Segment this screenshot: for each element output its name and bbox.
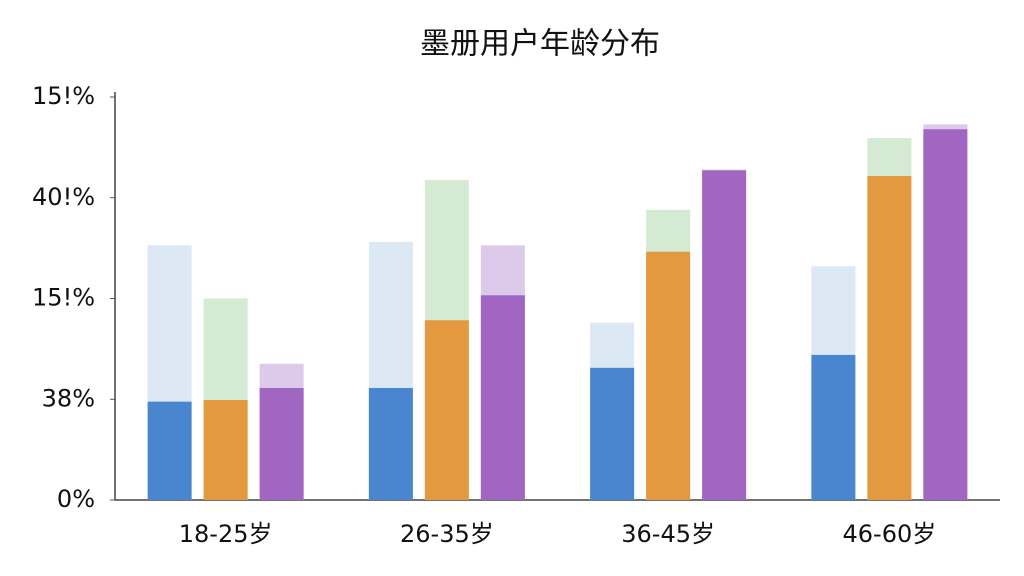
bar	[590, 367, 635, 500]
bar	[259, 387, 304, 500]
bar	[923, 129, 968, 501]
y-tick-label: 15!%	[32, 82, 95, 110]
bar	[811, 354, 856, 500]
bar	[646, 251, 691, 500]
x-tick-label: 46-60岁	[843, 520, 937, 548]
x-tick-label: 18-25岁	[179, 520, 273, 548]
y-tick-label: 15!%	[32, 284, 95, 312]
bar	[424, 320, 469, 500]
bar	[203, 400, 248, 500]
x-tick-label: 26-35岁	[400, 520, 494, 548]
bar	[480, 295, 525, 500]
y-tick-label: 0%	[57, 485, 95, 513]
y-tick-label: 40!%	[32, 183, 95, 211]
bar	[147, 401, 192, 500]
bar	[867, 175, 912, 500]
bar	[368, 387, 413, 500]
y-tick-label: 38%	[42, 384, 95, 412]
chart-title: 墨册用户年龄分布	[420, 27, 660, 62]
bar	[702, 170, 747, 500]
x-tick-label: 36-45岁	[621, 520, 715, 548]
